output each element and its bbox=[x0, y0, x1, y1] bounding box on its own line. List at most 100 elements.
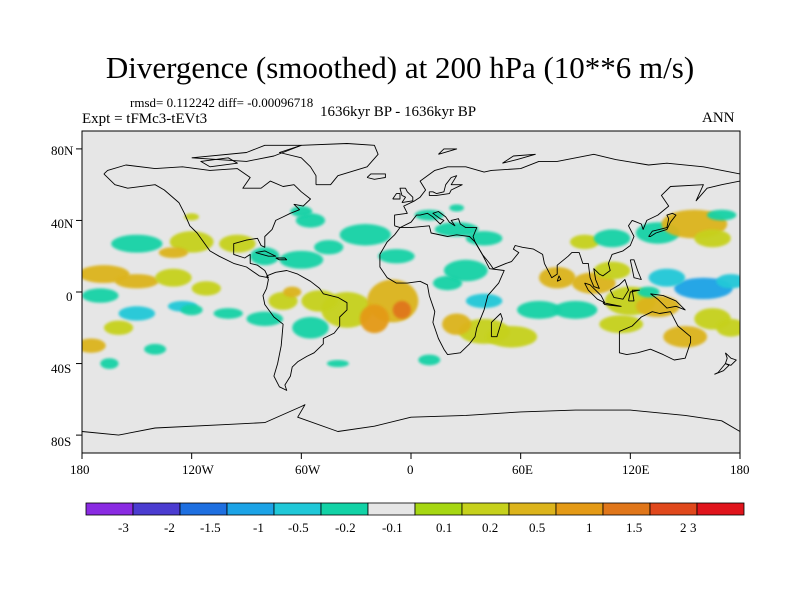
colorbar-box bbox=[367, 502, 416, 516]
lon-tick-label: 180 bbox=[730, 462, 750, 477]
colorbar-box bbox=[461, 502, 510, 516]
divergence-contour bbox=[716, 274, 740, 289]
colorbar-label: -0.1 bbox=[382, 520, 403, 535]
season-label: ANN bbox=[702, 110, 735, 126]
divergence-contour bbox=[314, 240, 344, 255]
coastline bbox=[438, 148, 458, 155]
lat-tick-label: 40S bbox=[51, 361, 72, 376]
divergence-contour bbox=[169, 231, 214, 253]
lon-tick-label: 120W bbox=[182, 462, 214, 477]
coastline bbox=[366, 173, 386, 180]
divergence-contour bbox=[301, 290, 338, 312]
divergence-contour bbox=[246, 311, 284, 326]
divergence-contour bbox=[326, 359, 349, 368]
coastline bbox=[628, 289, 640, 302]
lon-tick-label: 60E bbox=[512, 462, 533, 477]
colorbar-box bbox=[414, 502, 463, 516]
coastline bbox=[602, 302, 622, 307]
divergence-contour bbox=[593, 261, 631, 280]
coastline bbox=[191, 144, 302, 162]
colorbar bbox=[85, 502, 745, 516]
divergence-contour bbox=[158, 247, 189, 259]
coastline bbox=[556, 275, 562, 282]
divergence-field bbox=[82, 204, 740, 369]
lon-tick-label: 120E bbox=[622, 462, 650, 477]
divergence-contour bbox=[279, 250, 324, 269]
coastline bbox=[200, 157, 238, 168]
coastline bbox=[714, 363, 730, 375]
divergence-contour bbox=[378, 249, 415, 264]
divergence-contour bbox=[295, 213, 326, 228]
colorbar-box bbox=[508, 502, 557, 516]
coastline bbox=[262, 270, 348, 391]
divergence-contour bbox=[443, 259, 488, 282]
lat-tick-label: 80S bbox=[51, 434, 72, 449]
divergence-contour bbox=[292, 317, 329, 339]
divergence-contour bbox=[694, 229, 731, 248]
colorbar-label: -0.5 bbox=[288, 520, 309, 535]
colorbar-box bbox=[649, 502, 698, 516]
coastline bbox=[275, 257, 288, 261]
coastline bbox=[502, 153, 536, 164]
divergence-contour bbox=[100, 358, 119, 369]
colorbar-label: -0.2 bbox=[335, 520, 356, 535]
divergence-contour bbox=[180, 304, 203, 316]
divergence-contour bbox=[707, 209, 737, 221]
divergence-contour bbox=[191, 281, 221, 296]
colorbar-label: 0.5 bbox=[529, 520, 546, 535]
coastline bbox=[650, 293, 686, 311]
divergence-contour bbox=[114, 274, 159, 289]
divergence-contour bbox=[103, 320, 134, 335]
divergence-contour bbox=[442, 313, 472, 335]
divergence-contour bbox=[82, 288, 119, 303]
coastline bbox=[392, 193, 401, 200]
colorbar-label: 3 bbox=[690, 520, 697, 535]
period-label: 1636kyr BP - 1636kyr BP bbox=[320, 104, 477, 120]
colorbar-box bbox=[320, 502, 369, 516]
divergence-contour bbox=[637, 286, 660, 298]
coastline bbox=[609, 279, 629, 300]
colorbar-label: 1 bbox=[586, 520, 593, 535]
divergence-contour bbox=[290, 206, 313, 217]
stats-text: rmsd= 0.112242 diff= -0.00096718 bbox=[130, 95, 314, 110]
divergence-contour bbox=[648, 268, 686, 287]
experiment-label: Expt = tFMc3-tEVt3 bbox=[82, 111, 208, 127]
colorbar-label: -2 bbox=[164, 520, 175, 535]
divergence-contour bbox=[219, 234, 256, 253]
colorbar-box bbox=[696, 502, 745, 516]
divergence-contour bbox=[434, 222, 479, 237]
divergence-contour bbox=[538, 266, 576, 289]
divergence-contour bbox=[517, 300, 561, 319]
coastline bbox=[648, 212, 677, 237]
lat-tick-label: 0 bbox=[66, 289, 73, 304]
divergence-contour bbox=[593, 229, 631, 248]
divergence-contour bbox=[82, 338, 106, 353]
divergence-contour bbox=[418, 354, 441, 366]
lat-tick-label: 40N bbox=[51, 216, 74, 231]
lat-tick-label: 80N bbox=[51, 143, 74, 158]
axis-ticks bbox=[76, 148, 741, 459]
colorbar-label: -1.5 bbox=[200, 520, 221, 535]
plot-title: Divergence (smoothed) at 200 hPa (10**6 … bbox=[105, 50, 695, 85]
coastline bbox=[394, 153, 740, 289]
divergence-contour bbox=[213, 308, 243, 319]
coastline bbox=[399, 187, 414, 204]
coastline bbox=[724, 352, 737, 366]
colorbar-box bbox=[602, 502, 651, 516]
divergence-contour bbox=[553, 300, 598, 319]
colorbar-box bbox=[132, 502, 181, 516]
colorbar-box bbox=[555, 502, 604, 516]
divergence-contour bbox=[250, 247, 280, 266]
colorbar-box bbox=[273, 502, 322, 516]
divergence-contour bbox=[283, 286, 302, 298]
divergence-contour bbox=[449, 204, 465, 212]
coastlines bbox=[82, 143, 740, 436]
colorbar-box bbox=[85, 502, 134, 516]
colorbar-label: 1.5 bbox=[626, 520, 643, 535]
coastline bbox=[103, 164, 311, 279]
colorbar-label: 0.2 bbox=[482, 520, 499, 535]
divergence-contour bbox=[570, 234, 600, 250]
divergence-contour bbox=[359, 304, 390, 334]
coastline bbox=[82, 404, 740, 436]
